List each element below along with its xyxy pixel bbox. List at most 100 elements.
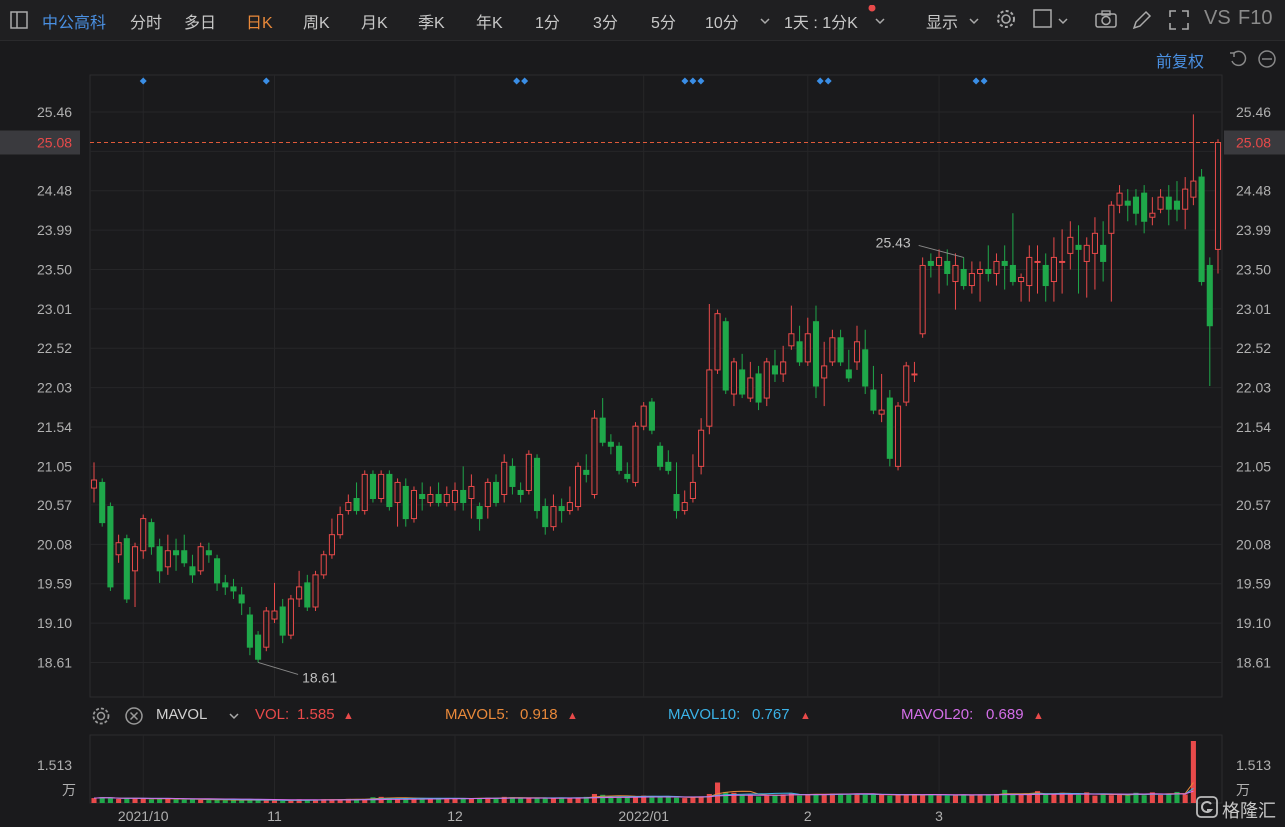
candle-body xyxy=(936,256,943,266)
candle-body xyxy=(1034,260,1041,263)
collapse-panel-icon[interactable] xyxy=(1257,49,1277,74)
undo-icon[interactable] xyxy=(1228,49,1248,74)
candle-body xyxy=(575,465,582,508)
indicator-chevron-icon[interactable] xyxy=(228,709,240,727)
candle-body xyxy=(780,361,787,375)
tab-monthly-k[interactable]: 月K xyxy=(361,15,388,32)
volume-bar xyxy=(550,798,556,803)
camera-icon[interactable] xyxy=(1094,9,1118,34)
volume-bar xyxy=(518,798,524,803)
volume-bar xyxy=(1149,792,1155,803)
candle-body xyxy=(1042,264,1049,287)
tab-1min[interactable]: 1分 xyxy=(535,15,560,32)
candle-body xyxy=(1190,180,1197,198)
candle-body xyxy=(148,522,155,548)
y-tick-label-left: 21.05 xyxy=(37,458,72,474)
tab-5min[interactable]: 5分 xyxy=(651,15,676,32)
multi-period-chevron-icon[interactable] xyxy=(874,14,886,32)
expand-sidebar-icon[interactable] xyxy=(9,10,29,35)
candle-body xyxy=(1165,196,1172,210)
volume-bar xyxy=(846,794,852,803)
candle-body xyxy=(985,268,992,274)
candle-body xyxy=(911,373,918,376)
display-menu[interactable]: 显示 xyxy=(926,15,959,32)
draw-pencil-icon[interactable] xyxy=(1131,9,1153,36)
volume-bar xyxy=(411,798,417,803)
candle-body xyxy=(197,546,204,572)
vs-compare-button[interactable]: VS xyxy=(1204,7,1231,29)
volume-bar xyxy=(386,797,392,803)
candle-body xyxy=(821,365,828,379)
fullscreen-icon[interactable] xyxy=(1168,9,1190,36)
y-tick-label-right: 20.08 xyxy=(1236,536,1271,552)
event-marker-diamond xyxy=(689,77,697,85)
candle-body xyxy=(698,429,705,467)
mavol20-line xyxy=(93,790,1194,801)
volume-bar xyxy=(714,782,721,803)
event-marker-diamond xyxy=(816,77,824,85)
candle-body xyxy=(492,481,500,504)
volume-bar xyxy=(928,794,934,803)
tab-3min[interactable]: 3分 xyxy=(593,15,618,32)
volume-bar xyxy=(493,798,499,803)
tab-10min[interactable]: 10分 xyxy=(705,15,739,32)
indicator-name[interactable]: MAVOL xyxy=(156,706,208,723)
tab-intraday[interactable]: 分时 xyxy=(130,15,163,32)
x-tick-label: 3 xyxy=(935,808,943,824)
stock-name[interactable]: 中公高科 xyxy=(42,15,107,32)
vol-axis-top-right: 1.513 xyxy=(1236,757,1272,773)
candle-body xyxy=(484,481,491,508)
volume-bar xyxy=(140,798,146,803)
volume-bar xyxy=(460,798,466,803)
candle-body xyxy=(706,369,713,427)
volume-bar xyxy=(756,796,762,803)
tab-weekly-k[interactable]: 周K xyxy=(303,15,330,32)
tab-yearly-k[interactable]: 年K xyxy=(476,15,503,32)
tab-daily-k[interactable]: 日K xyxy=(246,15,273,32)
layout-square-icon[interactable] xyxy=(1033,9,1053,34)
candle-body xyxy=(451,489,459,504)
candle-body xyxy=(246,614,253,648)
candle-body xyxy=(107,506,114,588)
layout-chevron-icon[interactable] xyxy=(1057,14,1069,32)
tab-quarterly-k[interactable]: 季K xyxy=(418,15,445,32)
event-marker-diamond xyxy=(262,77,270,85)
volume-bar xyxy=(1158,794,1164,803)
volume-bar xyxy=(452,798,458,803)
candle-body xyxy=(214,558,221,584)
y-tick-label-left: 20.57 xyxy=(37,497,72,513)
candle-body xyxy=(1141,192,1148,222)
volume-bar xyxy=(1075,794,1082,803)
volume-bar xyxy=(173,799,179,803)
settings-gear-icon[interactable] xyxy=(995,8,1017,35)
y-tick-label-left: 23.01 xyxy=(37,301,72,317)
volume-bar xyxy=(329,799,335,803)
tab-multi-day[interactable]: 多日 xyxy=(184,15,217,32)
volume-bar xyxy=(985,795,991,803)
candle-body xyxy=(845,369,852,379)
volume-bar xyxy=(198,799,204,803)
volume-bar xyxy=(1108,795,1114,803)
candle-body xyxy=(993,260,1000,274)
f10-button[interactable]: F10 xyxy=(1238,7,1273,29)
candle-body xyxy=(632,425,639,483)
volume-bar xyxy=(321,799,327,803)
volume-bar xyxy=(288,800,294,803)
candle-body xyxy=(714,313,721,371)
indicator-close-icon[interactable] xyxy=(124,706,144,731)
indicator-settings-gear-icon[interactable] xyxy=(91,706,111,731)
multi-period-selector[interactable]: 1天 : 1分K xyxy=(784,15,858,32)
forward-adjust-toggle[interactable]: 前复权 xyxy=(1156,54,1205,71)
min-annotation-leader xyxy=(257,661,299,675)
display-chevron-icon[interactable] xyxy=(968,14,980,32)
volume-bar xyxy=(304,800,310,803)
volume-bar xyxy=(526,798,532,803)
y-tick-label-left: 19.59 xyxy=(37,576,72,592)
candle-body xyxy=(509,465,516,487)
candle-body xyxy=(550,506,557,528)
min-price-annotation: 18.61 xyxy=(302,669,337,685)
y-tick-label-right: 23.01 xyxy=(1236,301,1271,317)
volume-bar xyxy=(509,797,515,803)
period-more-chevron-icon[interactable] xyxy=(759,14,771,32)
